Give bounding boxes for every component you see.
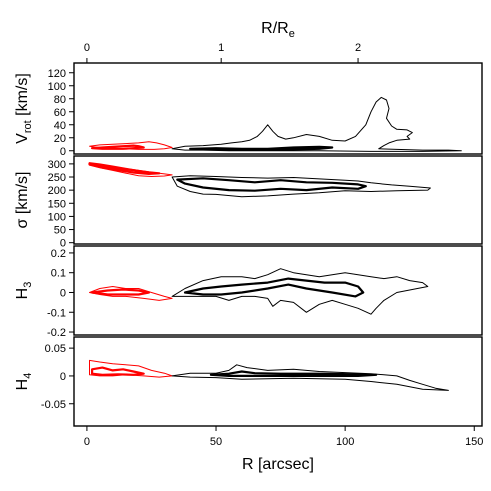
contour-line — [91, 366, 145, 376]
top-axis-tick-label: 0 — [84, 42, 90, 54]
contour-line — [91, 144, 145, 150]
top-axis-title: R/Re — [261, 20, 295, 40]
x-tick-label: 100 — [336, 436, 354, 448]
panel-contours — [89, 359, 449, 391]
y-tick-label: 50 — [54, 225, 66, 237]
y-tick-label: 200 — [48, 185, 66, 197]
y-axis-title: Vrot [km/s] — [14, 73, 34, 144]
contour-line — [91, 288, 150, 296]
panel-frame — [73, 155, 483, 245]
panel-frame — [73, 245, 483, 336]
y-axis-title-sub: rot — [22, 120, 34, 133]
panel-contours — [89, 268, 429, 315]
x-tick-label: 50 — [210, 436, 222, 448]
panel-contours — [89, 96, 462, 152]
y-axis-title: σ [km/s] — [14, 172, 31, 229]
panel-contours — [88, 162, 431, 198]
contour-line — [189, 145, 334, 151]
contour-line — [183, 277, 365, 298]
y-tick-label: 250 — [48, 172, 66, 184]
y-tick-label: 100 — [48, 81, 66, 93]
y-tick-label: -0.05 — [41, 399, 66, 411]
contour-line — [89, 286, 173, 301]
top-axis-title-main: R/R — [261, 20, 289, 37]
top-axis-tick-label: 1 — [218, 42, 224, 54]
x-tick-label: 150 — [465, 436, 483, 448]
y-tick-label: 20 — [54, 133, 66, 145]
contour-line — [176, 177, 367, 192]
bottom-axis: R [arcsec] — [242, 456, 314, 473]
y-axis-title: H3 — [14, 282, 34, 300]
y-axis-title-suffix: [km/s] — [14, 73, 31, 120]
contour-line — [171, 96, 462, 152]
y-tick-label: -0.2 — [47, 327, 66, 339]
contour-line — [88, 162, 161, 175]
y-tick-label: 0.05 — [45, 343, 66, 355]
panel-frame — [73, 62, 483, 155]
y-axis-title-sub: 3 — [22, 282, 34, 288]
contour-line — [209, 370, 378, 377]
y-tick-label: 0 — [60, 287, 66, 299]
y-tick-label: 40 — [54, 120, 66, 132]
y-axis-title-main: σ — [14, 218, 31, 228]
y-tick-label: 300 — [48, 159, 66, 171]
top-axis-tick-label: 2 — [355, 42, 361, 54]
y-axis-title-suffix: [km/s] — [14, 172, 31, 219]
y-tick-label: -0.1 — [47, 307, 66, 319]
y-axis-title-main: V — [14, 133, 31, 144]
contour-line — [171, 175, 431, 198]
y-tick-label: 0.2 — [51, 248, 66, 260]
y-axis-title-main: H — [14, 379, 31, 391]
panel-h4: -0.05 0 0.05 0 50 100 150 H4 — [14, 336, 483, 448]
y-tick-label: 80 — [54, 94, 66, 106]
y-tick-label: 0 — [60, 238, 66, 250]
top-axis-title-sub: e — [289, 28, 295, 40]
y-axis-title: H4 — [14, 373, 34, 391]
x-tick-label: 0 — [84, 436, 90, 448]
y-tick-label: 0.1 — [51, 268, 66, 280]
y-tick-label: 0 — [60, 371, 66, 383]
y-tick-label: 60 — [54, 107, 66, 119]
contour-line — [171, 268, 429, 315]
y-tick-label: 0 — [60, 146, 66, 158]
bottom-axis-title: R [arcsec] — [242, 456, 314, 473]
panel-frame — [73, 336, 483, 427]
panel-h3: -0.2 -0.1 0 0.1 0.2 H3 — [14, 245, 483, 339]
y-tick-label: 100 — [48, 211, 66, 223]
y-tick-label: 120 — [48, 68, 66, 80]
contour-line — [171, 364, 449, 391]
y-axis-title-main: H — [14, 288, 31, 300]
y-axis-title-sub: 4 — [22, 373, 34, 379]
y-tick-label: 150 — [48, 198, 66, 210]
top-axis: R/Re 0 1 2 — [84, 20, 361, 63]
